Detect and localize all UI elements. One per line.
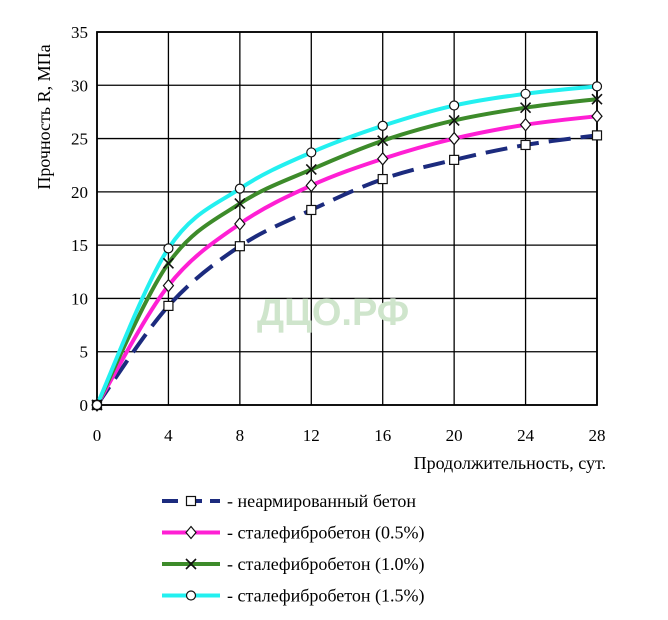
data-point-series-0 (449, 154, 460, 165)
legend-label: - сталефибробетон (0.5%) (227, 523, 425, 544)
data-point-series-1 (234, 216, 246, 231)
x-tick-label: 4 (164, 426, 173, 445)
x-tick-label: 24 (517, 426, 535, 445)
data-point-series-2 (448, 114, 460, 127)
data-point-series-2 (377, 135, 389, 147)
y-axis-label: Прочность R, МПа (34, 44, 54, 189)
data-point-series-0 (163, 300, 174, 311)
grid (96, 31, 598, 406)
data-point-series-3 (234, 183, 245, 194)
legend-marker (185, 525, 197, 540)
series-layer (91, 81, 603, 412)
plot-frame (96, 31, 598, 406)
data-point-series-3 (377, 120, 388, 131)
data-point-series-3 (449, 100, 460, 111)
series-line-3 (95, 84, 598, 406)
y-tick-label: 0 (80, 396, 89, 415)
data-point-series-2 (520, 102, 532, 114)
data-point-series-0 (377, 173, 388, 185)
data-point-series-3 (591, 81, 603, 92)
legend-marker (185, 590, 197, 601)
data-point-series-1 (376, 151, 389, 166)
data-point-series-3 (306, 147, 317, 158)
x-tick-label: 20 (446, 426, 463, 445)
data-point-series-3 (163, 243, 174, 254)
data-point-series-3 (91, 399, 103, 411)
data-point-series-1 (305, 178, 318, 193)
data-point-series-1 (448, 131, 460, 146)
watermark: ДЦО.РФ (257, 292, 409, 334)
y-tick-label: 30 (71, 76, 88, 95)
x-tick-label: 16 (374, 426, 391, 445)
data-point-series-1 (162, 278, 175, 293)
y-tick-label: 25 (71, 130, 88, 149)
legend-marker (185, 495, 197, 507)
data-point-series-3 (520, 88, 531, 99)
data-point-series-0 (234, 241, 245, 252)
data-point-series-1 (591, 109, 603, 124)
legend: - неармированный бетон - сталефибробетон … (162, 491, 425, 607)
data-point-series-2 (305, 163, 317, 176)
data-point-series-0 (306, 204, 317, 216)
y-tick-label: 35 (71, 23, 88, 42)
tick-labels: 0 4 8 12 16 20 24 28 0 5 10 15 20 25 30 35 (71, 23, 606, 445)
series-line-0 (95, 133, 598, 407)
legend-label: - сталефибробетон (1.5%) (227, 586, 425, 607)
data-point-series-2 (591, 93, 603, 105)
data-point-series-2 (234, 198, 246, 210)
x-axis-label: Продолжительность, сут. (414, 453, 606, 473)
x-tick-label: 28 (589, 426, 606, 445)
legend-label: - сталефибробетон (1.0%) (227, 554, 425, 575)
y-tick-label: 20 (71, 183, 88, 202)
data-point-series-0 (591, 130, 603, 141)
data-point-series-1 (519, 117, 532, 132)
x-tick-label: 12 (303, 426, 320, 445)
legend-label: - неармированный бетон (227, 491, 416, 511)
data-point-series-2 (162, 257, 174, 269)
y-tick-label: 15 (71, 236, 88, 255)
y-tick-label: 5 (80, 343, 89, 362)
y-tick-label: 10 (71, 289, 88, 308)
x-tick-label: 8 (236, 426, 245, 445)
legend-marker (185, 558, 197, 570)
x-tick-label: 0 (93, 426, 102, 445)
data-point-series-0 (520, 139, 531, 151)
